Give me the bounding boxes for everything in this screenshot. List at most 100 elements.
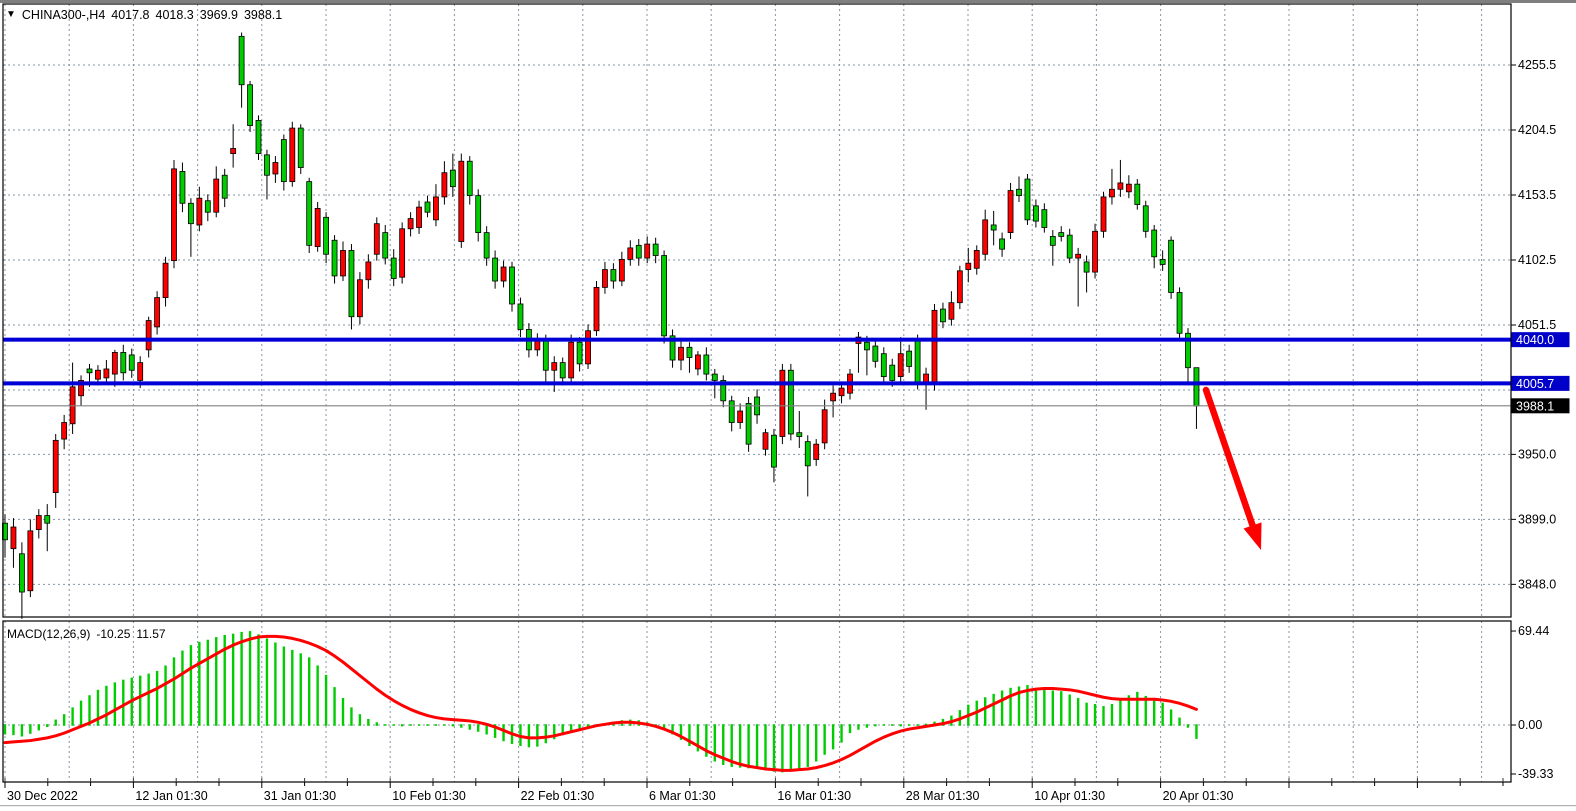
candle-body <box>948 302 955 320</box>
macd-histogram-bar <box>37 724 40 731</box>
level-line[interactable] <box>3 381 1511 386</box>
macd-histogram-bar <box>924 723 928 726</box>
candle-body <box>1100 196 1107 232</box>
macd-histogram-bar <box>1144 695 1147 726</box>
candle-body <box>424 201 431 213</box>
candle-body <box>787 369 794 435</box>
candle-body <box>897 353 904 378</box>
window-bottom-edge <box>0 805 1576 807</box>
macd-histogram-bar <box>215 637 218 726</box>
macd-histogram-bar <box>417 724 421 726</box>
candle-body <box>635 244 642 259</box>
time-axis-label: 22 Feb 01:30 <box>521 789 595 803</box>
candle-body <box>990 224 997 231</box>
macd-histogram-bar <box>164 665 167 726</box>
price-axis-label: 4204.5 <box>1518 123 1556 137</box>
macd-histogram-bar <box>96 689 100 726</box>
candle-body <box>804 441 811 467</box>
ohlc-close: 3988.1 <box>243 8 283 22</box>
macd-histogram-bar <box>764 724 767 771</box>
macd-histogram-bar <box>324 674 328 726</box>
macd-histogram-bar <box>1161 702 1164 726</box>
candle-body <box>1024 178 1031 221</box>
candle-body <box>323 216 330 255</box>
macd-axis-label: 69.44 <box>1518 624 1549 638</box>
candle-body <box>340 250 346 277</box>
candle-body <box>796 432 803 437</box>
candle-body <box>576 341 583 365</box>
macd-histogram-bar <box>730 724 733 767</box>
macd-histogram-bar <box>88 695 91 726</box>
candle-body <box>171 168 177 262</box>
symbol-period-label: CHINA300-,H4 <box>21 8 106 22</box>
time-axis-label: 10 Apr 01:30 <box>1034 789 1105 803</box>
time-axis-label: 16 Mar 01:30 <box>777 789 851 803</box>
candle-body <box>872 345 879 362</box>
macd-histogram-bar <box>992 693 995 726</box>
candle-body <box>1083 261 1090 273</box>
chart-title: ▼ CHINA300-,H4 4017.8 4018.3 3969.9 3988… <box>6 8 282 22</box>
candle-body <box>1185 332 1191 369</box>
candle-body <box>1159 258 1166 265</box>
candle-body <box>864 341 870 351</box>
candle-body <box>103 368 110 379</box>
candle-body <box>289 127 296 183</box>
macd-histogram-bar <box>578 724 581 730</box>
main-plot-border <box>2 3 1512 618</box>
macd-histogram-bar <box>544 724 547 744</box>
candle-body <box>779 369 786 437</box>
trend-arrow-shaft[interactable] <box>1202 386 1258 535</box>
macd-histogram-bar <box>71 707 74 726</box>
macd-plot-border <box>2 620 1512 783</box>
candle-body <box>306 181 313 246</box>
macd-histogram-bar <box>722 724 725 765</box>
candle-body <box>297 127 304 168</box>
macd-histogram-bar <box>1093 704 1097 726</box>
macd-histogram-bar <box>899 724 902 727</box>
candle-body <box>27 530 34 592</box>
macd-histogram-bar <box>367 718 370 726</box>
candle-body <box>568 341 575 379</box>
candle-body <box>703 354 710 375</box>
macd-histogram-bar <box>460 724 463 728</box>
candle-body <box>365 261 372 281</box>
macd-histogram-bar <box>1127 695 1131 726</box>
trend-arrow-head[interactable] <box>1243 522 1262 550</box>
candle-body <box>272 162 279 175</box>
time-axis-label: 12 Jan 01:30 <box>135 789 207 803</box>
macd-histogram-bar <box>434 724 438 726</box>
macd-histogram-bar <box>493 724 497 738</box>
level-line[interactable] <box>3 337 1511 342</box>
candle-body <box>314 207 321 248</box>
candle-body <box>128 354 135 371</box>
macd-histogram-bar <box>984 697 987 726</box>
macd-histogram-bar <box>282 646 286 726</box>
candle-body <box>1075 253 1082 259</box>
time-axis-label: 6 Mar 01:30 <box>649 789 716 803</box>
candle-body <box>593 287 600 332</box>
candle-body <box>449 169 456 188</box>
candle-body <box>1041 209 1048 228</box>
macd-histogram-bar <box>1136 691 1139 726</box>
macd-histogram-bar <box>553 724 556 740</box>
macd-main-value: -10.25 <box>96 627 131 641</box>
candle-body <box>86 368 93 374</box>
candle-body <box>965 262 972 270</box>
candle-body <box>213 178 220 213</box>
candle-body <box>18 553 25 593</box>
macd-histogram-bar <box>189 645 193 726</box>
macd-histogram-bar <box>1000 690 1004 726</box>
symbol-dropdown-icon[interactable]: ▼ <box>6 9 16 20</box>
candle-body <box>737 410 744 423</box>
macd-histogram-bar <box>561 724 564 736</box>
macd-histogram-bar <box>384 724 387 726</box>
candle-body <box>247 84 253 126</box>
candle-body <box>416 206 422 228</box>
candle-body <box>35 515 42 530</box>
macd-axis-label: -39.33 <box>1518 767 1553 781</box>
candle-body <box>204 200 211 213</box>
macd-histogram-bar <box>341 697 345 726</box>
price-axis-label: 3950.0 <box>1518 448 1556 462</box>
candle-body <box>973 250 980 269</box>
